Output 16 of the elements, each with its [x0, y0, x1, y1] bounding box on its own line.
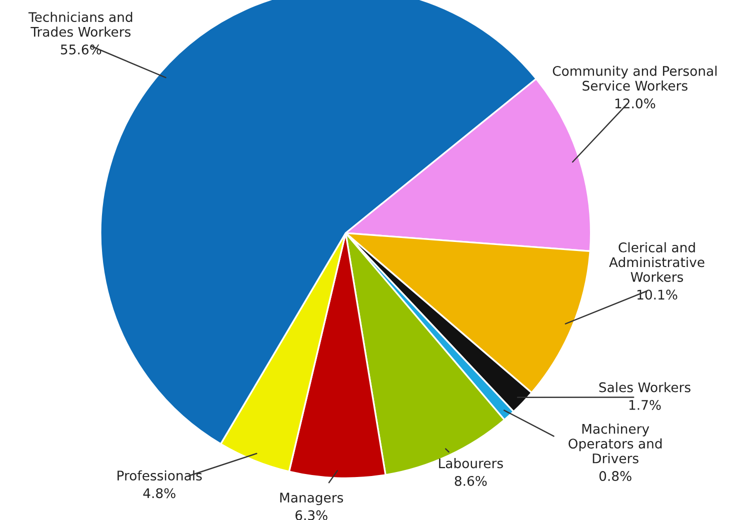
data-label: 4.8%: [143, 488, 176, 498]
data-label: 6.3%: [296, 510, 328, 520]
slice-label: Professionals: [118, 470, 202, 481]
data-label: 10.1%: [637, 290, 678, 300]
slice-label: Technicians and Trades Workers: [28, 12, 132, 37]
data-label: 0.8%: [599, 471, 632, 482]
slice-label: Community and Personal Service Workers: [552, 66, 717, 91]
slice-label: Machinery Operators and Drivers: [568, 424, 662, 464]
data-label: 12.0%: [615, 98, 656, 108]
data-label: 1.7%: [629, 400, 661, 410]
data-label: 55.6%: [60, 44, 102, 54]
data-label: 8.6%: [454, 476, 487, 486]
slice-label: Managers: [280, 492, 344, 506]
slice-label: Sales Workers: [599, 382, 690, 392]
slice-label: Clerical and Administrative Workers: [609, 242, 704, 282]
slice-label: Labourers: [439, 458, 503, 468]
